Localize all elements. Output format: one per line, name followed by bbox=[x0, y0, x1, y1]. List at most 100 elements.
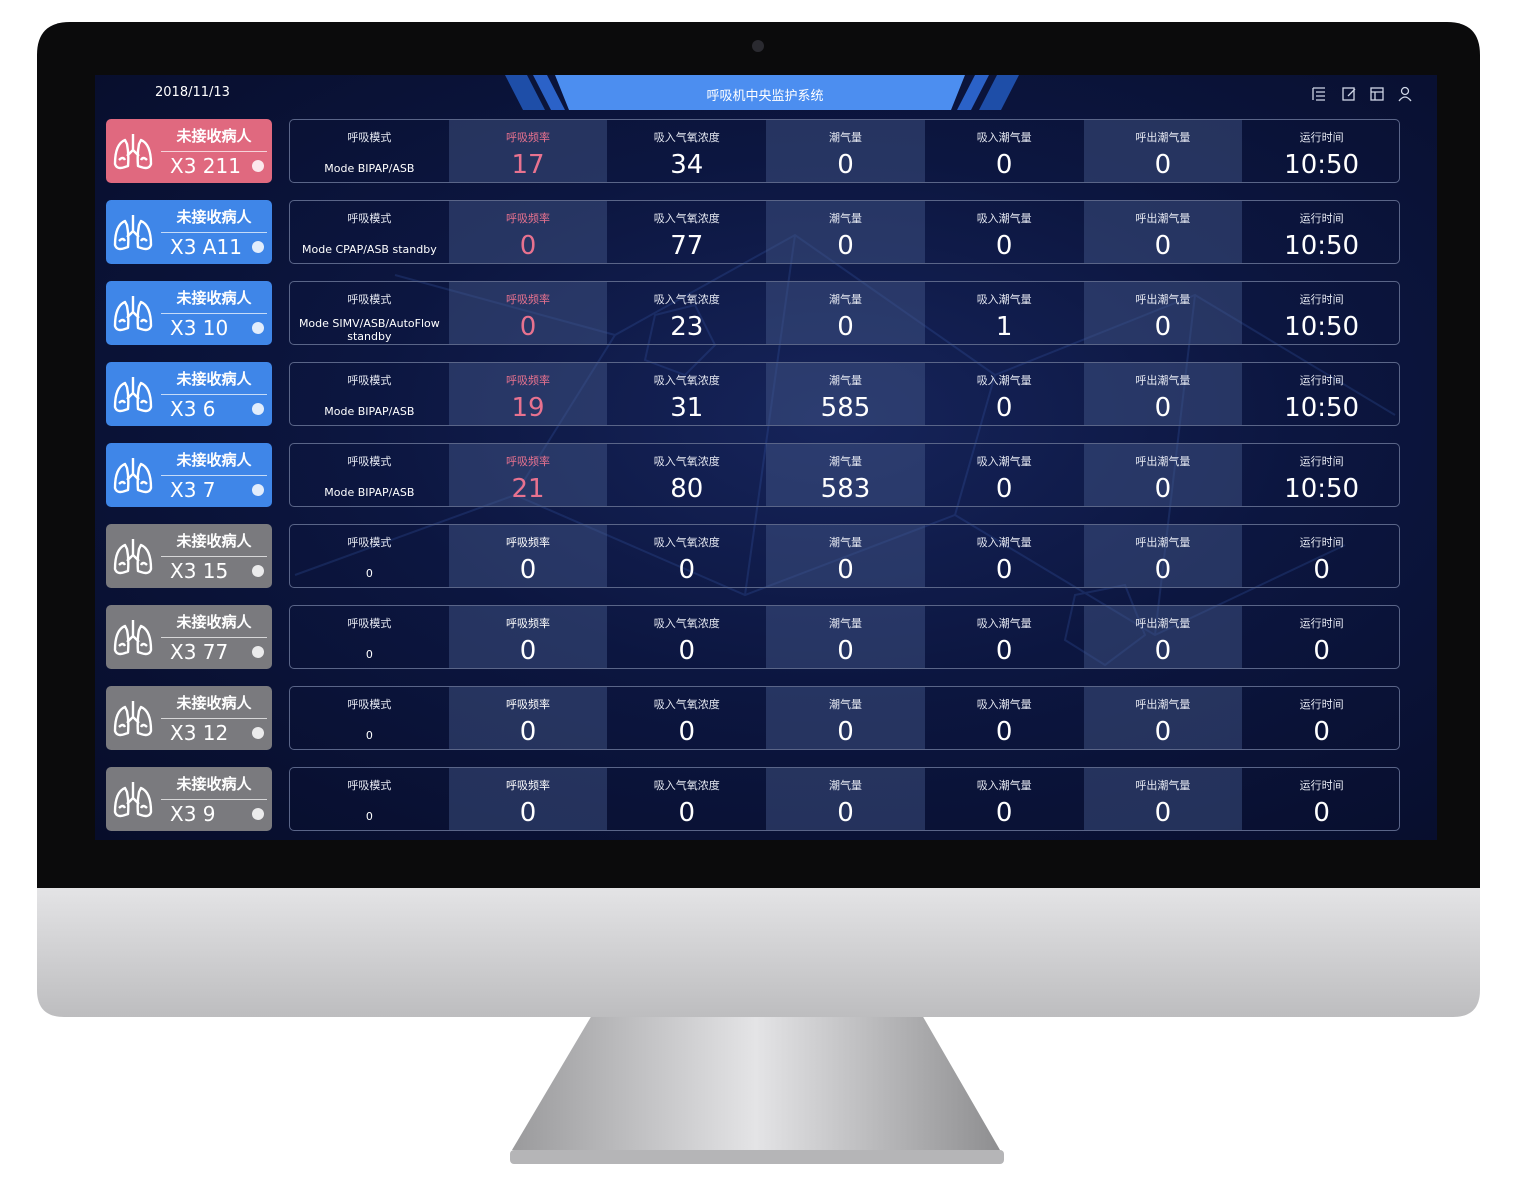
lung-icon bbox=[113, 134, 153, 170]
patient-card[interactable]: 未接收病人 X3 A11 bbox=[106, 200, 272, 264]
card-divider bbox=[161, 556, 267, 557]
data-cell: 呼出潮气量 0 bbox=[1083, 120, 1243, 182]
cell-value: 0 bbox=[1154, 798, 1172, 828]
cell-label: 运行时间 bbox=[1299, 293, 1344, 306]
cell-label: 运行时间 bbox=[1299, 455, 1344, 468]
patient-card[interactable]: 未接收病人 X3 9 bbox=[106, 767, 272, 831]
data-cell: 呼吸频率 0 bbox=[448, 201, 608, 263]
cell-label: 潮气量 bbox=[828, 131, 862, 144]
cell-label: 呼吸频率 bbox=[506, 212, 551, 225]
cell-value: 77 bbox=[670, 231, 704, 261]
lung-icon bbox=[113, 539, 153, 575]
cell-label: 呼吸频率 bbox=[506, 455, 551, 468]
user-icon[interactable] bbox=[1398, 86, 1412, 102]
cell-value: 0 bbox=[1313, 555, 1330, 585]
cell-value: 0 bbox=[995, 798, 1013, 828]
cell-value: 0 bbox=[995, 636, 1013, 666]
cell-value: 0 bbox=[678, 636, 696, 666]
data-cell: 吸入潮气量 0 bbox=[925, 363, 1084, 425]
cell-label: 潮气量 bbox=[828, 617, 862, 630]
cell-value: 0 bbox=[837, 636, 854, 666]
cell-value: 0 bbox=[678, 798, 696, 828]
cell-value: 0 bbox=[837, 555, 854, 585]
patient-card[interactable]: 未接收病人 X3 6 bbox=[106, 362, 272, 426]
data-cell: 呼出潮气量 0 bbox=[1083, 444, 1243, 506]
data-cell: 吸入潮气量 0 bbox=[925, 120, 1084, 182]
data-cell: 吸入气氧浓度 23 bbox=[607, 282, 766, 344]
mode-value: Mode BIPAP/ASB bbox=[324, 161, 415, 175]
cell-value: 19 bbox=[511, 393, 545, 423]
lung-icon bbox=[113, 701, 153, 737]
mode-value: Mode BIPAP/ASB bbox=[324, 404, 415, 418]
patient-status: 未接收病人 bbox=[176, 532, 252, 550]
list-icon[interactable] bbox=[1312, 87, 1325, 101]
cell-label: 吸入气氧浓度 bbox=[653, 293, 720, 306]
patient-card[interactable]: 未接收病人 X3 211 bbox=[106, 119, 272, 183]
data-cell: 运行时间 0 bbox=[1242, 768, 1399, 830]
card-divider bbox=[161, 313, 267, 314]
patient-card[interactable]: 未接收病人 X3 77 bbox=[106, 605, 272, 669]
cell-value: 80 bbox=[670, 474, 704, 504]
data-cell: 呼吸频率 0 bbox=[448, 525, 608, 587]
data-cell: 吸入气氧浓度 0 bbox=[607, 525, 766, 587]
data-cell: 呼吸模式 Mode BIPAP/ASB bbox=[290, 444, 449, 506]
status-check bbox=[252, 646, 264, 658]
cell-label: 呼出潮气量 bbox=[1135, 779, 1191, 792]
lung-icon bbox=[113, 458, 153, 494]
cell-value: 0 bbox=[837, 717, 854, 747]
cell-label: 吸入潮气量 bbox=[976, 374, 1032, 387]
cell-label: 潮气量 bbox=[828, 779, 862, 792]
cell-value: 0 bbox=[519, 636, 537, 666]
cell-label: 呼出潮气量 bbox=[1135, 698, 1191, 711]
patient-status: 未接收病人 bbox=[176, 694, 252, 712]
cell-label: 吸入潮气量 bbox=[976, 536, 1032, 549]
cell-label: 潮气量 bbox=[828, 293, 862, 306]
data-row: 呼吸模式 Mode BIPAP/ASB 呼吸频率 19 吸入气氧浓度 31 潮气量 585 吸入… bbox=[289, 362, 1400, 426]
patient-status: 未接收病人 bbox=[176, 613, 252, 631]
title-tab bbox=[505, 75, 1019, 110]
data-cell: 潮气量 585 bbox=[766, 363, 925, 425]
cell-label: 呼出潮气量 bbox=[1135, 212, 1191, 225]
data-cell: 吸入气氧浓度 31 bbox=[607, 363, 766, 425]
data-cell: 呼出潮气量 0 bbox=[1083, 282, 1243, 344]
data-cell: 运行时间 0 bbox=[1242, 606, 1399, 668]
cell-label: 呼吸频率 bbox=[506, 617, 551, 630]
cell-value: 585 bbox=[820, 393, 871, 423]
cell-value: 23 bbox=[670, 312, 704, 342]
edit-icon[interactable] bbox=[1342, 87, 1356, 101]
data-cell: 呼吸模式 Mode SIMV/ASB/AutoFlow standby bbox=[290, 282, 449, 344]
data-cell: 运行时间 0 bbox=[1242, 687, 1399, 749]
cell-value: 17 bbox=[511, 150, 545, 180]
patient-status: 未接收病人 bbox=[176, 208, 252, 226]
patient-status: 未接收病人 bbox=[176, 127, 252, 145]
device-name: X3 A11 bbox=[170, 235, 242, 259]
data-cell: 潮气量 0 bbox=[766, 768, 925, 830]
data-cell: 呼吸模式 0 bbox=[290, 687, 449, 749]
device-name: X3 211 bbox=[170, 154, 241, 178]
data-cell: 运行时间 10:50 bbox=[1242, 201, 1399, 263]
data-row: 呼吸模式 0 呼吸频率 0 吸入气氧浓度 0 潮气量 0 吸入潮气量 0 呼出潮气量 0 运行时间 0 bbox=[289, 686, 1400, 750]
data-cell: 运行时间 0 bbox=[1242, 525, 1399, 587]
patient-card[interactable]: 未接收病人 X3 10 bbox=[106, 281, 272, 345]
cell-value: 10:50 bbox=[1284, 150, 1360, 180]
cell-label: 吸入气氧浓度 bbox=[653, 536, 720, 549]
mode-value: 0 bbox=[365, 566, 373, 580]
data-cell: 呼吸频率 0 bbox=[448, 687, 608, 749]
cell-value: 31 bbox=[670, 393, 704, 423]
data-cell: 呼出潮气量 0 bbox=[1083, 606, 1243, 668]
cell-value: 34 bbox=[670, 150, 704, 180]
patient-card[interactable]: 未接收病人 X3 12 bbox=[106, 686, 272, 750]
layout-icon[interactable] bbox=[1370, 87, 1384, 101]
data-cell: 潮气量 0 bbox=[766, 201, 925, 263]
card-divider bbox=[161, 151, 267, 152]
cell-value: 0 bbox=[995, 555, 1013, 585]
cell-label: 运行时间 bbox=[1299, 698, 1344, 711]
cell-value: 583 bbox=[820, 474, 871, 504]
device-name: X3 15 bbox=[170, 559, 229, 583]
data-cell: 呼吸频率 0 bbox=[448, 282, 608, 344]
patient-card[interactable]: 未接收病人 X3 15 bbox=[106, 524, 272, 588]
patient-status: 未接收病人 bbox=[176, 289, 252, 307]
cell-label: 呼出潮气量 bbox=[1135, 131, 1191, 144]
patient-card[interactable]: 未接收病人 X3 7 bbox=[106, 443, 272, 507]
